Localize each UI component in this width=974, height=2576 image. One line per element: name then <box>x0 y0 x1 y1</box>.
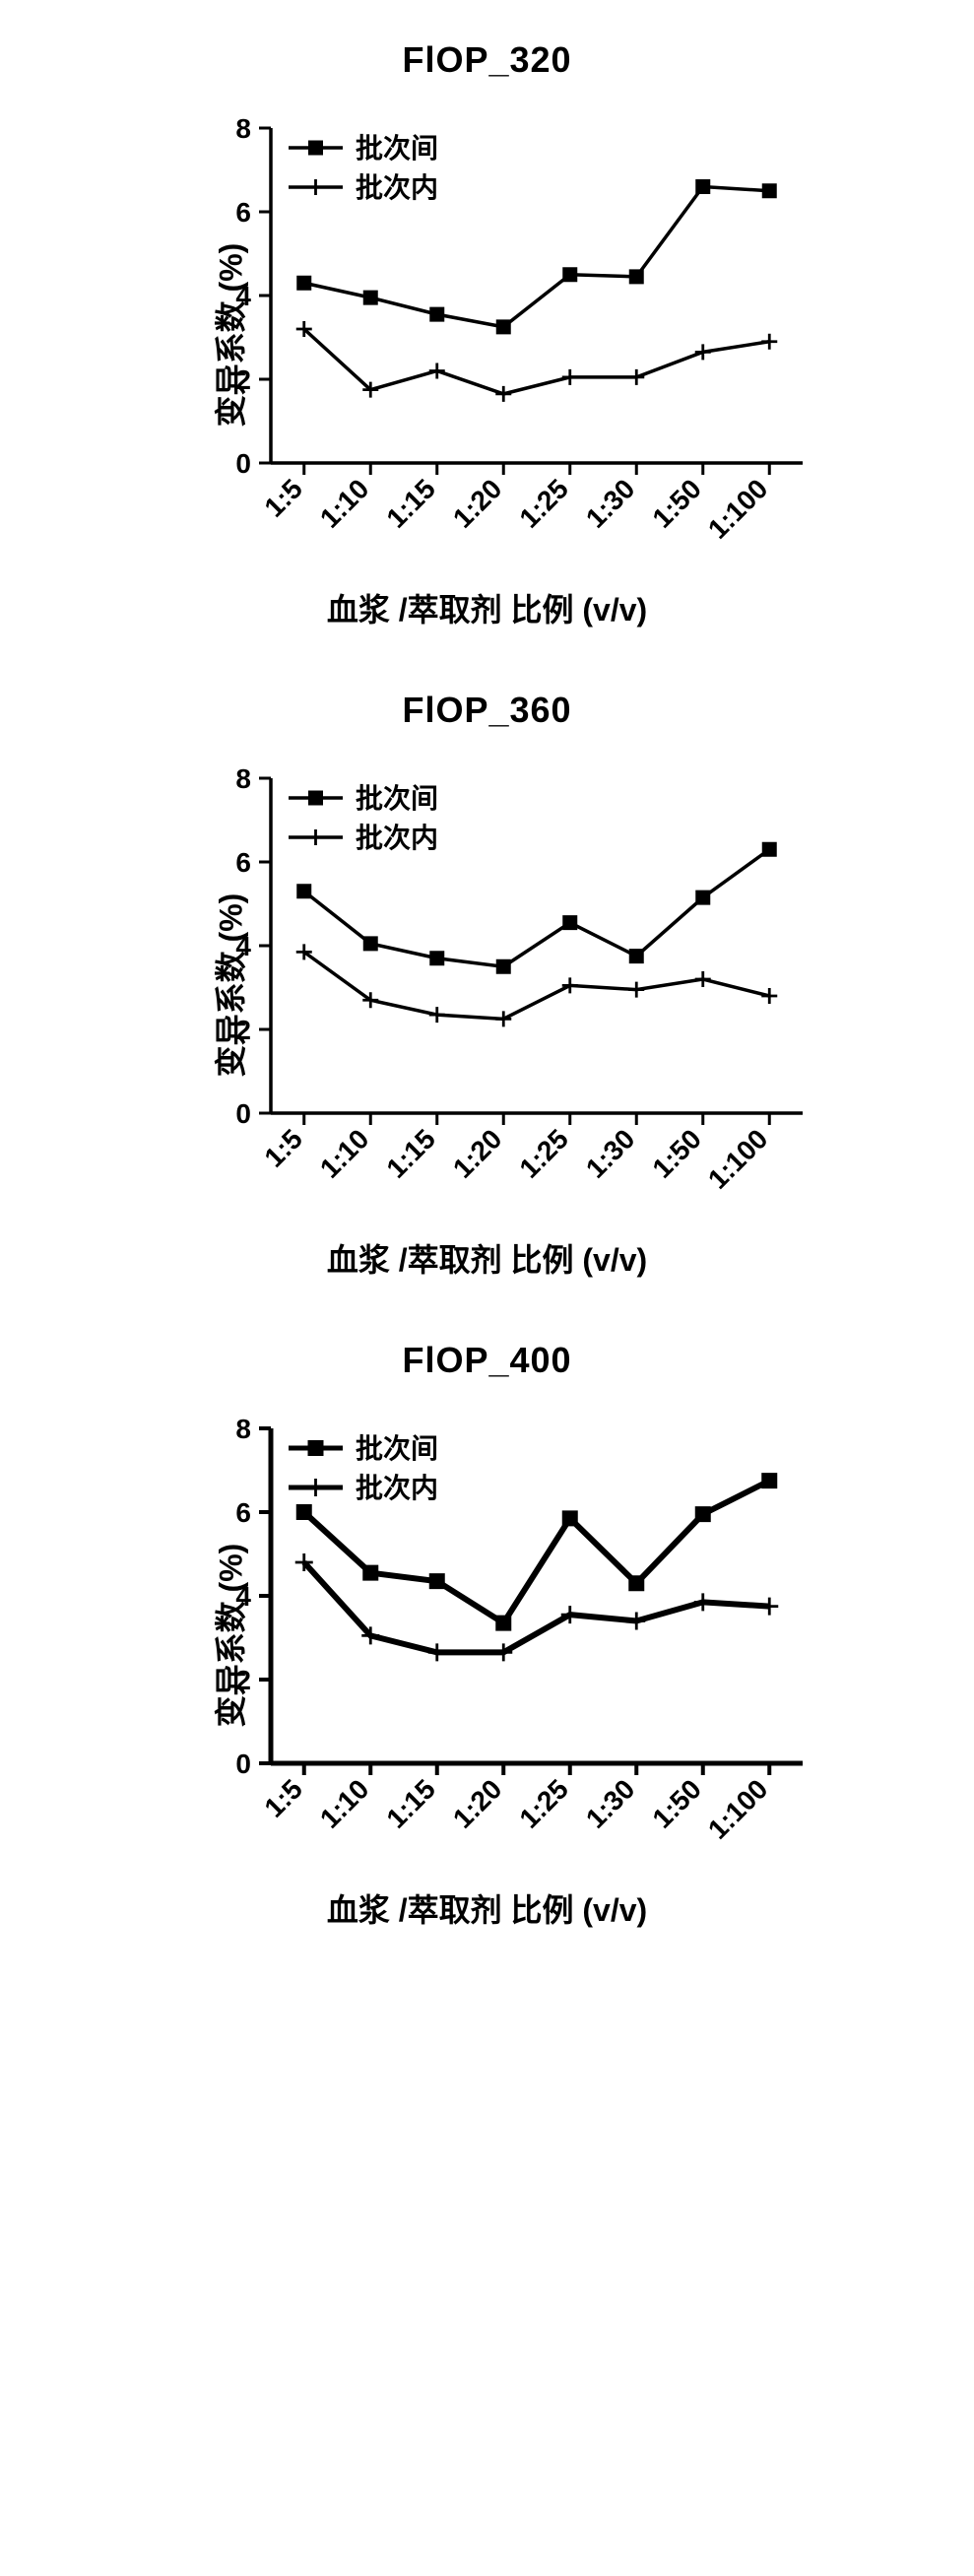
y-tick-label: 6 <box>235 1497 251 1528</box>
chart-body: 变异系数 (%) 024681:51:101:151:201:251:301:5… <box>153 99 822 571</box>
x-tick-label: 1:100 <box>701 473 773 545</box>
x-tick-label: 1:15 <box>380 1773 441 1834</box>
chart-svg: 024681:51:101:151:201:251:301:501:100批次间… <box>153 99 822 571</box>
y-axis-label: 变异系数 (%) <box>213 243 248 428</box>
x-tick-label: 1:5 <box>258 1773 308 1823</box>
y-axis-label-container: 变异系数 (%) <box>206 1544 251 1728</box>
x-tick-label: 1:30 <box>579 1773 640 1834</box>
marker-square <box>628 949 643 963</box>
x-tick-label: 1:15 <box>380 473 441 534</box>
x-tick-label: 1:50 <box>646 1123 707 1184</box>
y-axis-label-container: 变异系数 (%) <box>206 893 251 1078</box>
legend-label-within: 批次内 <box>356 1473 438 1503</box>
y-tick-label: 0 <box>235 1749 251 1779</box>
chart-title: FlOP_360 <box>402 690 571 731</box>
legend-label-between: 批次间 <box>356 133 438 164</box>
x-tick-label: 1:10 <box>313 473 374 534</box>
marker-square <box>628 269 643 284</box>
series-line-within <box>303 329 769 394</box>
chart-svg: 024681:51:101:151:201:251:301:501:100批次间… <box>153 1399 822 1872</box>
y-axis-label: 变异系数 (%) <box>213 893 248 1078</box>
x-tick-label: 1:5 <box>258 1123 308 1173</box>
marker-square <box>362 936 377 951</box>
marker-square <box>362 1565 378 1581</box>
legend-label-between: 批次间 <box>356 1433 438 1464</box>
y-tick-label: 6 <box>235 197 251 228</box>
y-axis-label-container: 变异系数 (%) <box>206 243 251 428</box>
legend-marker-square <box>308 141 323 156</box>
marker-square <box>761 1473 777 1488</box>
x-tick-label: 1:30 <box>579 1123 640 1184</box>
x-tick-label: 1:15 <box>380 1123 441 1184</box>
x-tick-label: 1:30 <box>579 473 640 534</box>
chart-body: 变异系数 (%) 024681:51:101:151:201:251:301:5… <box>153 749 822 1222</box>
marker-square <box>694 1506 710 1522</box>
marker-square <box>562 915 577 930</box>
marker-square <box>296 276 311 291</box>
y-tick-label: 0 <box>235 1098 251 1129</box>
x-tick-label: 1:50 <box>646 1773 707 1834</box>
marker-square <box>562 267 577 282</box>
y-tick-label: 0 <box>235 448 251 479</box>
x-tick-label: 1:25 <box>513 1773 574 1834</box>
series-line-between <box>303 187 769 327</box>
chart-body: 变异系数 (%) 024681:51:101:151:201:251:301:5… <box>153 1399 822 1872</box>
marker-square <box>495 959 510 974</box>
x-tick-label: 1:10 <box>313 1773 374 1834</box>
marker-square <box>761 842 776 857</box>
x-axis-label: 血浆 /萃取剂 比例 (v/v) <box>327 585 647 630</box>
series-line-within <box>303 952 769 1019</box>
marker-square <box>761 183 776 198</box>
marker-square <box>429 951 444 965</box>
chart-flop400: FlOP_400 变异系数 (%) 024681:51:101:151:201:… <box>153 1340 822 1931</box>
y-tick-label: 6 <box>235 847 251 878</box>
marker-square <box>296 884 311 898</box>
legend-label-within: 批次内 <box>356 172 438 203</box>
x-tick-label: 1:20 <box>446 473 507 534</box>
page: FlOP_320 变异系数 (%) 024681:51:101:151:201:… <box>0 0 974 2049</box>
chart-svg: 024681:51:101:151:201:251:301:501:100批次间… <box>153 749 822 1222</box>
chart-flop360: FlOP_360 变异系数 (%) 024681:51:101:151:201:… <box>153 690 822 1281</box>
marker-square <box>295 1504 311 1520</box>
chart-flop320: FlOP_320 变异系数 (%) 024681:51:101:151:201:… <box>153 39 822 630</box>
marker-square <box>429 307 444 322</box>
x-tick-label: 1:25 <box>513 1123 574 1184</box>
x-tick-label: 1:20 <box>446 1773 507 1834</box>
marker-square <box>495 1616 511 1631</box>
marker-square <box>362 291 377 305</box>
x-tick-label: 1:100 <box>701 1773 773 1845</box>
legend-label-within: 批次内 <box>356 823 438 853</box>
marker-square <box>628 1575 644 1591</box>
legend-label-between: 批次间 <box>356 783 438 814</box>
y-axis-label: 变异系数 (%) <box>213 1544 248 1728</box>
legend-marker-square <box>308 791 323 806</box>
y-tick-label: 8 <box>235 113 251 144</box>
x-axis-label: 血浆 /萃取剂 比例 (v/v) <box>327 1235 647 1281</box>
x-tick-label: 1:10 <box>313 1123 374 1184</box>
y-tick-label: 8 <box>235 763 251 794</box>
x-tick-label: 1:20 <box>446 1123 507 1184</box>
x-tick-label: 1:100 <box>701 1123 773 1195</box>
x-tick-label: 1:5 <box>258 473 308 523</box>
x-axis-label: 血浆 /萃取剂 比例 (v/v) <box>327 1885 647 1931</box>
marker-square <box>695 179 710 194</box>
marker-square <box>428 1573 444 1589</box>
marker-square <box>495 319 510 334</box>
chart-title: FlOP_320 <box>402 39 571 81</box>
x-tick-label: 1:50 <box>646 473 707 534</box>
legend-marker-square <box>307 1440 323 1456</box>
marker-square <box>561 1510 577 1526</box>
chart-title: FlOP_400 <box>402 1340 571 1381</box>
x-tick-label: 1:25 <box>513 473 574 534</box>
marker-square <box>695 891 710 905</box>
y-tick-label: 8 <box>235 1414 251 1444</box>
